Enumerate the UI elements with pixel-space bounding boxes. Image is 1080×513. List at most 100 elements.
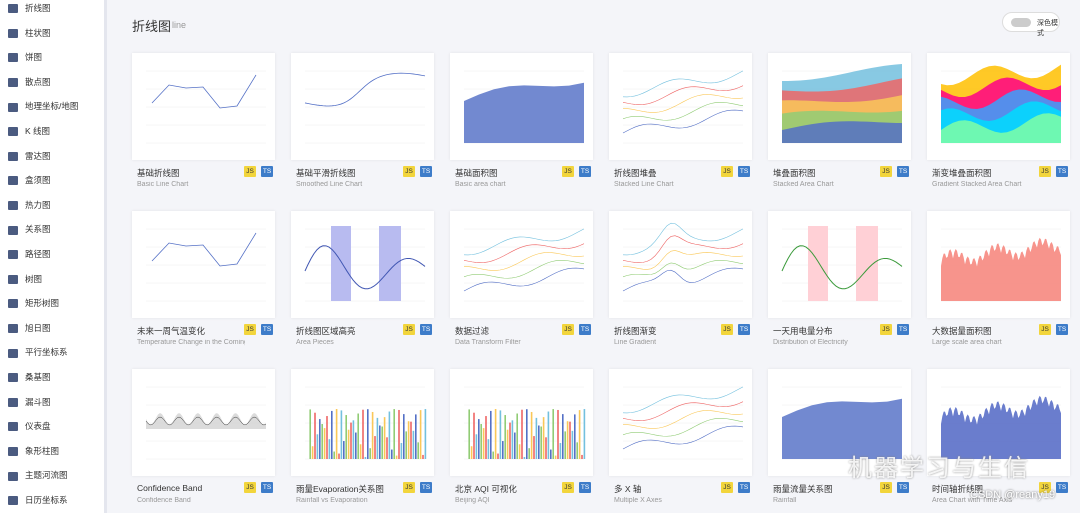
- js-badge[interactable]: JS: [562, 324, 574, 335]
- js-badge[interactable]: JS: [880, 324, 892, 335]
- line: [463, 252, 585, 271]
- nav-item[interactable]: 路径图: [8, 247, 51, 261]
- js-badge[interactable]: JS: [880, 482, 892, 493]
- example-card[interactable]: 折线图堆叠 Stacked Line Chart JS TS: [609, 53, 752, 188]
- js-badge[interactable]: JS: [880, 166, 892, 177]
- nav-item[interactable]: K 线图: [8, 124, 50, 138]
- switch[interactable]: [1011, 18, 1031, 27]
- ts-badge[interactable]: TS: [1056, 166, 1068, 177]
- js-badge[interactable]: JS: [403, 166, 415, 177]
- thumbnail[interactable]: [132, 369, 275, 476]
- ts-badge[interactable]: TS: [1056, 482, 1068, 493]
- js-badge[interactable]: JS: [562, 166, 574, 177]
- ts-badge[interactable]: TS: [1056, 324, 1068, 335]
- example-card[interactable]: 北京 AQI 可视化 Beijing AQI JS TS: [450, 369, 593, 504]
- ts-badge[interactable]: TS: [261, 482, 273, 493]
- thumbnail[interactable]: [768, 53, 911, 160]
- js-badge[interactable]: JS: [721, 324, 733, 335]
- thumbnail[interactable]: [291, 53, 434, 160]
- thumbnail[interactable]: [609, 369, 752, 476]
- nav-item[interactable]: 雷达图: [8, 149, 51, 163]
- nav-item[interactable]: 散点图: [8, 75, 51, 89]
- js-badge[interactable]: JS: [403, 324, 415, 335]
- example-card[interactable]: 基础平滑折线图 Smoothed Line Chart JS TS: [291, 53, 434, 188]
- js-badge[interactable]: JS: [244, 324, 256, 335]
- example-card[interactable]: 一天用电量分布 Distribution of Electricity JS TS: [768, 211, 911, 346]
- thumbnail[interactable]: [132, 53, 275, 160]
- example-card[interactable]: 渐变堆叠面积图 Gradient Stacked Area Chart JS TS: [927, 53, 1070, 188]
- ts-badge[interactable]: TS: [738, 166, 750, 177]
- nav-item[interactable]: 旭日图: [8, 321, 51, 335]
- bar: [494, 409, 497, 459]
- ts-badge[interactable]: TS: [420, 482, 432, 493]
- bar: [480, 424, 482, 459]
- js-badge[interactable]: JS: [721, 166, 733, 177]
- nav-item[interactable]: 漏斗图: [8, 395, 51, 409]
- dark-mode-toggle[interactable]: 深色模式: [1002, 12, 1060, 37]
- example-card[interactable]: Confidence Band Confidence Band JS TS: [132, 369, 275, 504]
- thumbnail[interactable]: [927, 369, 1070, 476]
- example-card[interactable]: 基础面积图 Basic area chart JS TS: [450, 53, 593, 188]
- thumbnail[interactable]: [291, 211, 434, 318]
- nav-item[interactable]: 仪表盘: [8, 419, 51, 433]
- ts-badge[interactable]: TS: [579, 324, 591, 335]
- thumbnail[interactable]: [768, 369, 911, 476]
- ts-badge[interactable]: TS: [420, 324, 432, 335]
- ts-badge[interactable]: TS: [897, 482, 909, 493]
- example-card[interactable]: 多 X 轴 Multiple X Axes JS TS: [609, 369, 752, 504]
- thumbnail[interactable]: [450, 369, 593, 476]
- js-badge[interactable]: JS: [244, 482, 256, 493]
- ts-badge[interactable]: TS: [420, 166, 432, 177]
- nav-item[interactable]: 热力图: [8, 198, 51, 212]
- js-badge[interactable]: JS: [1039, 482, 1051, 493]
- example-card[interactable]: 未来一周气温变化 Temperature Change in the Coming…: [132, 211, 275, 346]
- ts-badge[interactable]: TS: [738, 324, 750, 335]
- thumbnail[interactable]: [609, 211, 752, 318]
- nav-item[interactable]: 桑基图: [8, 370, 51, 384]
- example-card[interactable]: 堆叠面积图 Stacked Area Chart JS TS: [768, 53, 911, 188]
- nav-item[interactable]: 柱状图: [8, 26, 51, 40]
- example-card[interactable]: 大数据量面积图 Large scale area chart JS TS: [927, 211, 1070, 346]
- nav-item[interactable]: 平行坐标系: [8, 345, 68, 359]
- thumbnail[interactable]: [927, 53, 1070, 160]
- nav-item[interactable]: 盒须图: [8, 173, 51, 187]
- nav-item[interactable]: 饼图: [8, 50, 42, 64]
- thumbnail[interactable]: [609, 53, 752, 160]
- js-badge[interactable]: JS: [403, 482, 415, 493]
- thumbnail[interactable]: [768, 211, 911, 318]
- ts-badge[interactable]: TS: [579, 166, 591, 177]
- example-card[interactable]: 数据过滤 Data Transform Filter JS TS: [450, 211, 593, 346]
- ts-badge[interactable]: TS: [897, 324, 909, 335]
- nav-item[interactable]: 主题河流图: [8, 468, 68, 482]
- nav-item[interactable]: 矩形树图: [8, 296, 59, 310]
- nav-item[interactable]: 象形柱图: [8, 444, 59, 458]
- nav-item[interactable]: 折线图: [8, 1, 51, 15]
- ts-badge[interactable]: TS: [261, 324, 273, 335]
- example-card[interactable]: 基础折线图 Basic Line Chart JS TS: [132, 53, 275, 188]
- thumbnail[interactable]: [450, 211, 593, 318]
- nav-item[interactable]: 关系图: [8, 222, 51, 236]
- js-badge[interactable]: JS: [721, 482, 733, 493]
- example-card[interactable]: 折线图渐变 Line Gradient JS TS: [609, 211, 752, 346]
- ts-badge[interactable]: TS: [738, 482, 750, 493]
- js-badge[interactable]: JS: [244, 166, 256, 177]
- example-card[interactable]: 雨量流量关系图 Rainfall JS TS: [768, 369, 911, 504]
- thumbnail[interactable]: [450, 53, 593, 160]
- ts-badge[interactable]: TS: [579, 482, 591, 493]
- js-badge[interactable]: JS: [1039, 324, 1051, 335]
- js-badge[interactable]: JS: [1039, 166, 1051, 177]
- js-badge[interactable]: JS: [562, 482, 574, 493]
- nav-item[interactable]: 日历坐标系: [8, 493, 68, 507]
- ts-badge[interactable]: TS: [897, 166, 909, 177]
- example-card[interactable]: 时间轴折线图 Area Chart with Time Axis JS TS: [927, 369, 1070, 504]
- thumbnail[interactable]: [927, 211, 1070, 318]
- bar: [540, 426, 542, 459]
- thumbnail[interactable]: [132, 211, 275, 318]
- ts-badge[interactable]: TS: [261, 166, 273, 177]
- example-card[interactable]: 雨量Evaporation关系图 Rainfall vs Evaporation J…: [291, 369, 434, 504]
- nav-item[interactable]: 树图: [8, 272, 42, 286]
- nav-item[interactable]: 地理坐标/地图: [8, 99, 78, 113]
- example-card[interactable]: 折线图区域高亮 Area Pieces JS TS: [291, 211, 434, 346]
- thumbnail[interactable]: [291, 369, 434, 476]
